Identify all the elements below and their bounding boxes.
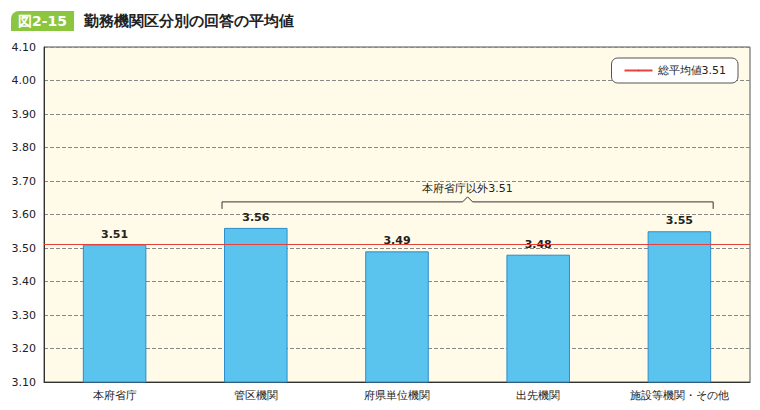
- svg-text:3.60: 3.60: [12, 208, 37, 221]
- svg-text:管区機関: 管区機関: [234, 389, 278, 402]
- svg-text:3.80: 3.80: [12, 141, 37, 154]
- svg-text:4.10: 4.10: [12, 41, 37, 54]
- svg-text:3.40: 3.40: [12, 275, 37, 288]
- svg-text:府県単位機関: 府県単位機関: [364, 389, 430, 402]
- svg-text:3.50: 3.50: [12, 242, 37, 255]
- svg-text:3.48: 3.48: [524, 237, 552, 251]
- svg-text:施設等機関・その他: 施設等機関・その他: [630, 389, 729, 402]
- svg-text:3.70: 3.70: [12, 175, 37, 188]
- svg-text:3.90: 3.90: [12, 108, 37, 121]
- svg-text:3.20: 3.20: [12, 342, 37, 355]
- svg-text:図2-15: 図2-15: [18, 13, 67, 29]
- svg-text:3.56: 3.56: [242, 211, 269, 224]
- svg-text:本府省庁以外3.51: 本府省庁以外3.51: [422, 182, 512, 195]
- svg-text:総平均値3.51: 総平均値3.51: [657, 64, 727, 77]
- svg-text:勤務機関区分別の回答の平均値: 勤務機関区分別の回答の平均値: [83, 12, 294, 30]
- svg-text:3.30: 3.30: [12, 309, 37, 322]
- svg-text:3.49: 3.49: [383, 234, 410, 247]
- svg-text:3.55: 3.55: [666, 214, 693, 227]
- svg-text:本府省庁: 本府省庁: [93, 389, 137, 402]
- svg-text:4.00: 4.00: [12, 74, 37, 87]
- svg-text:3.10: 3.10: [12, 376, 37, 389]
- svg-text:3.51: 3.51: [101, 228, 128, 241]
- svg-text:出先機関: 出先機関: [516, 389, 560, 402]
